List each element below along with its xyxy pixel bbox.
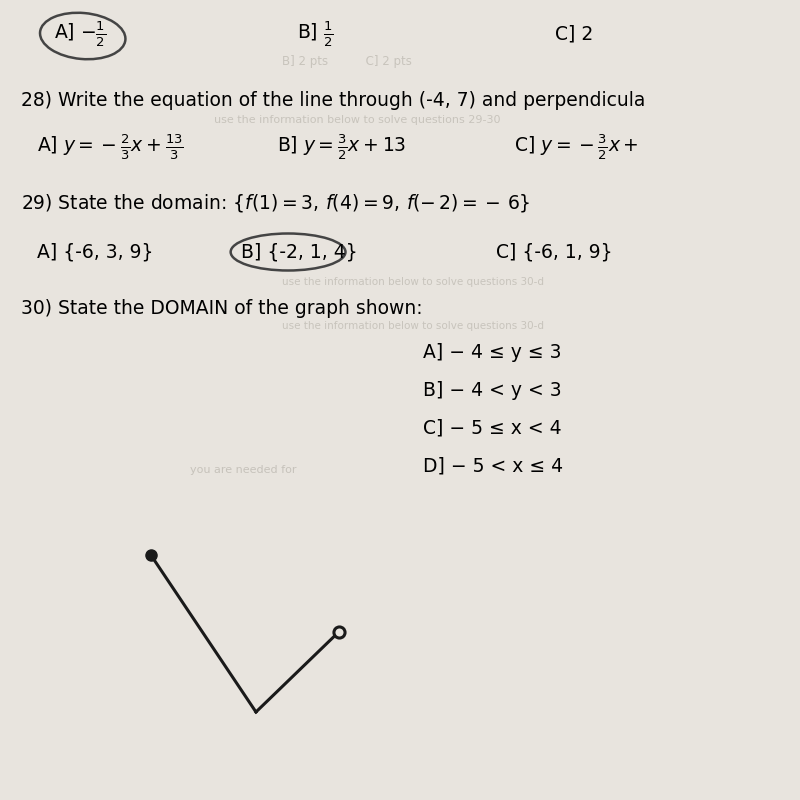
Text: 30) State the DOMAIN of the graph shown:: 30) State the DOMAIN of the graph shown:: [22, 298, 423, 318]
Text: C] − 5 ≤ x < 4: C] − 5 ≤ x < 4: [423, 418, 562, 438]
Text: B] $y = \frac{3}{2}x + 13$: B] $y = \frac{3}{2}x + 13$: [278, 132, 406, 162]
Text: use the information below to solve questions 30-d: use the information below to solve quest…: [282, 277, 544, 287]
Text: B] {-2, 1, 4}: B] {-2, 1, 4}: [242, 242, 358, 262]
Text: C] 2: C] 2: [554, 25, 593, 43]
Text: C] $y = -\frac{3}{2}x +$: C] $y = -\frac{3}{2}x +$: [514, 132, 638, 162]
Text: 29) State the domain: {$f(1) = 3,\,f(4) = 9,\,f(-\,2) = -\,6$}: 29) State the domain: {$f(1) = 3,\,f(4) …: [22, 192, 531, 214]
Text: B] $\frac{1}{2}$: B] $\frac{1}{2}$: [297, 19, 334, 49]
Text: 28) Write the equation of the line through (-4, 7) and perpendicula: 28) Write the equation of the line throu…: [22, 90, 646, 110]
Text: B] − 4 < y < 3: B] − 4 < y < 3: [423, 381, 562, 399]
Text: A] $y = -\frac{2}{3}x + \frac{13}{3}$: A] $y = -\frac{2}{3}x + \frac{13}{3}$: [37, 132, 184, 162]
Text: D] − 5 < x ≤ 4: D] − 5 < x ≤ 4: [423, 457, 563, 475]
Text: A] − 4 ≤ y ≤ 3: A] − 4 ≤ y ≤ 3: [423, 342, 562, 362]
Text: B] 2 pts          C] 2 pts: B] 2 pts C] 2 pts: [282, 55, 412, 69]
Text: C] {-6, 1, 9}: C] {-6, 1, 9}: [496, 242, 613, 262]
Text: you are needed for: you are needed for: [190, 465, 296, 475]
Text: A] $-\frac{1}{2}$: A] $-\frac{1}{2}$: [54, 19, 106, 49]
Text: A] {-6, 3, 9}: A] {-6, 3, 9}: [37, 242, 154, 262]
Text: use the information below to solve questions 30-d: use the information below to solve quest…: [282, 321, 544, 331]
Text: use the information below to solve questions 29-30: use the information below to solve quest…: [214, 115, 501, 125]
